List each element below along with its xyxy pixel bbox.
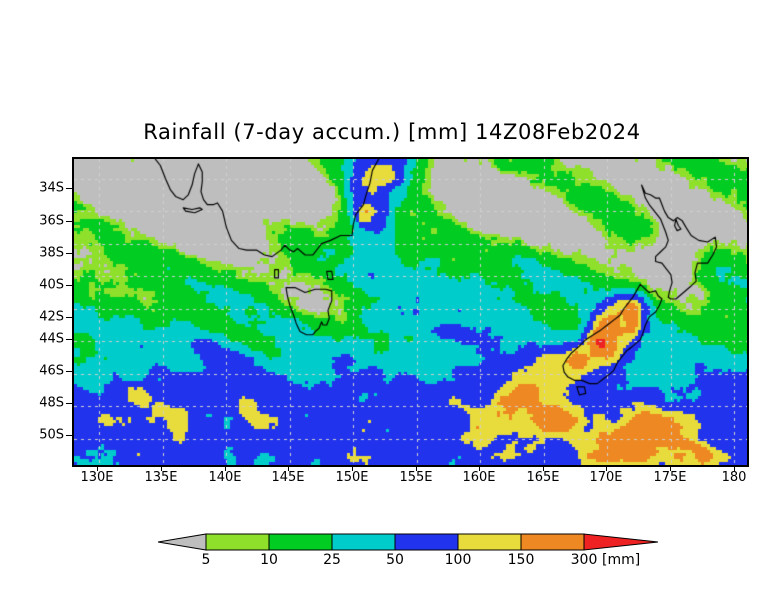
colorbar-unit-label: [mm] bbox=[602, 552, 641, 568]
colorbar-tick-label: 5 bbox=[201, 552, 211, 568]
map-plot-area[interactable] bbox=[72, 157, 749, 467]
lat-tick-mark bbox=[66, 285, 72, 286]
colorbar-tick-label: 50 bbox=[386, 552, 404, 568]
lat-tick-label: 50S bbox=[39, 427, 64, 443]
lat-tick-mark bbox=[66, 435, 72, 436]
lat-tick-mark bbox=[66, 253, 72, 254]
lat-tick-label: 42S bbox=[39, 309, 64, 325]
lon-tick-mark bbox=[479, 465, 480, 471]
lat-tick-label: 46S bbox=[39, 363, 64, 379]
colorbar-swatch bbox=[205, 533, 270, 551]
lon-tick-mark bbox=[288, 465, 289, 471]
page-title: Rainfall (7-day accum.) [mm] 14Z08Feb202… bbox=[143, 120, 641, 144]
lat-tick-label: 40S bbox=[39, 277, 64, 293]
lat-tick-mark bbox=[66, 317, 72, 318]
lat-tick-mark bbox=[66, 339, 72, 340]
lon-tick-mark bbox=[670, 465, 671, 471]
colorbar[interactable]: 5 10 25 50 100 150 300 [mm] bbox=[158, 532, 658, 578]
lon-tick-mark bbox=[734, 465, 735, 471]
colorbar-swatch bbox=[520, 533, 585, 551]
colorbar-swatch bbox=[331, 533, 396, 551]
lat-tick-mark bbox=[66, 371, 72, 372]
colorbar-swatch bbox=[457, 533, 522, 551]
lon-tick-mark bbox=[416, 465, 417, 471]
lat-tick-label: 48S bbox=[39, 395, 64, 411]
lat-tick-label: 34S bbox=[39, 180, 64, 196]
lon-tick-label: 160E bbox=[462, 470, 496, 485]
colorbar-swatches bbox=[158, 533, 658, 551]
colorbar-tick-label: 10 bbox=[260, 552, 278, 568]
lat-tick-label: 38S bbox=[39, 245, 64, 261]
lon-tick-label: 130E bbox=[80, 470, 114, 485]
lon-tick-mark bbox=[606, 465, 607, 471]
lon-tick-label: 170E bbox=[589, 470, 623, 485]
lon-tick-label: 140E bbox=[208, 470, 242, 485]
colorbar-tick-label: 150 bbox=[507, 552, 535, 568]
colorbar-swatch-low-extend bbox=[158, 533, 207, 551]
lon-tick-label: 165E bbox=[526, 470, 560, 485]
colorbar-swatch-high-extend bbox=[583, 533, 658, 551]
lat-tick-label: 36S bbox=[39, 213, 64, 229]
lon-tick-mark bbox=[161, 465, 162, 471]
lat-tick-mark bbox=[66, 188, 72, 189]
colorbar-tick-label: 25 bbox=[323, 552, 341, 568]
lon-tick-label: 135E bbox=[144, 470, 178, 485]
lon-tick-mark bbox=[543, 465, 544, 471]
lat-tick-mark bbox=[66, 221, 72, 222]
colorbar-swatch bbox=[394, 533, 459, 551]
lat-tick-mark bbox=[66, 403, 72, 404]
colorbar-tick-label: 300 bbox=[570, 552, 598, 568]
lon-tick-label: 155E bbox=[399, 470, 433, 485]
lon-tick-label: 150E bbox=[335, 470, 369, 485]
rainfall-heatmap-canvas bbox=[74, 159, 747, 465]
lat-tick-label: 44S bbox=[39, 331, 64, 347]
lon-tick-mark bbox=[225, 465, 226, 471]
colorbar-tick-label: 100 bbox=[444, 552, 472, 568]
lon-tick-label: 175E bbox=[653, 470, 687, 485]
lon-tick-mark bbox=[352, 465, 353, 471]
lon-tick-label: 180 bbox=[721, 470, 747, 485]
lon-tick-label: 145E bbox=[271, 470, 305, 485]
colorbar-swatch bbox=[268, 533, 333, 551]
lon-tick-mark bbox=[97, 465, 98, 471]
